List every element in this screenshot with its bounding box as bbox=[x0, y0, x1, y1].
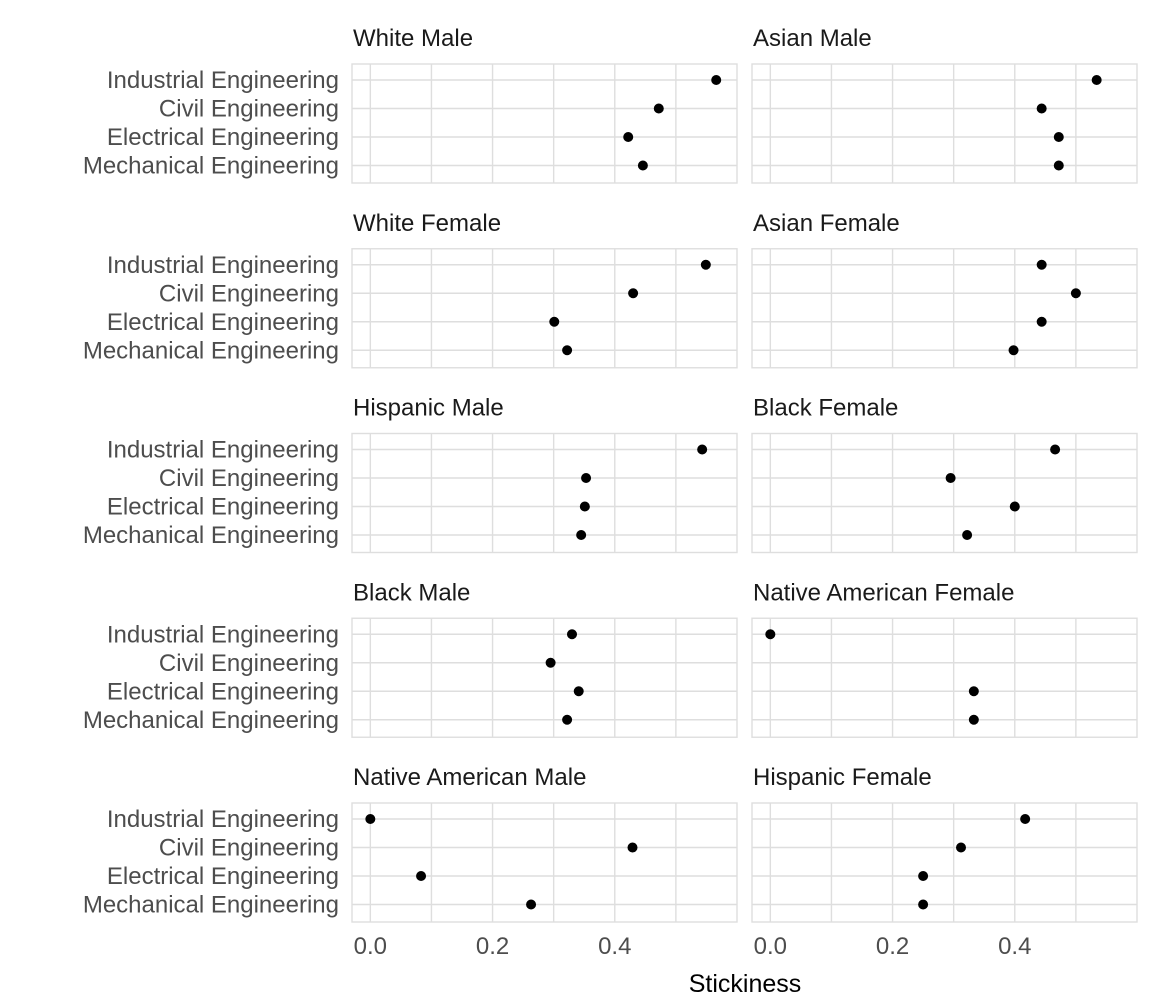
y-tick-label: Mechanical Engineering bbox=[83, 153, 339, 180]
facet-panel: Native American Male Industrial Engineeri… bbox=[83, 764, 738, 960]
y-tick-label: Electrical Engineering bbox=[107, 124, 339, 151]
data-point bbox=[1020, 814, 1031, 824]
facet-title: Native American Female bbox=[753, 579, 1014, 606]
data-point bbox=[627, 842, 638, 853]
x-tick-label: 0.4 bbox=[598, 933, 631, 960]
data-point bbox=[365, 814, 376, 824]
x-axis-title: Stickiness bbox=[689, 970, 802, 998]
data-point bbox=[653, 103, 664, 114]
y-tick-label: Civil Engineering bbox=[159, 650, 339, 677]
data-point bbox=[1008, 345, 1019, 356]
data-point bbox=[765, 629, 776, 640]
panel-border bbox=[351, 617, 738, 738]
y-tick-label: Industrial Engineering bbox=[107, 621, 339, 648]
x-tick-label: 0.2 bbox=[476, 933, 509, 960]
data-point bbox=[526, 899, 537, 910]
data-point bbox=[1050, 444, 1061, 455]
data-point bbox=[968, 714, 979, 725]
panel-border bbox=[751, 248, 1138, 369]
panel-border bbox=[751, 802, 1138, 923]
y-tick-label: Mechanical Engineering bbox=[83, 892, 339, 919]
data-point bbox=[581, 473, 592, 483]
y-tick-label: Industrial Engineering bbox=[107, 67, 339, 94]
data-point bbox=[968, 686, 979, 697]
x-tick-label: 0.4 bbox=[998, 933, 1031, 960]
data-point bbox=[1036, 259, 1047, 270]
y-tick-label: Civil Engineering bbox=[159, 835, 339, 862]
data-point bbox=[962, 530, 973, 540]
facet-title: Black Female bbox=[753, 395, 898, 422]
facet-title: Asian Female bbox=[753, 210, 900, 237]
facet-panel: Native American Female bbox=[751, 579, 1138, 738]
facet-panel: Black Female bbox=[751, 395, 1138, 554]
facet-panel: White Female Industrial EngineeringCivil … bbox=[83, 210, 738, 369]
facet-panel: Asian Male bbox=[751, 25, 1138, 184]
facet-title: White Female bbox=[353, 210, 501, 237]
data-point bbox=[576, 530, 587, 540]
facet-title: Hispanic Male bbox=[353, 395, 504, 422]
y-tick-label: Civil Engineering bbox=[159, 465, 339, 492]
y-tick-label: Electrical Engineering bbox=[107, 863, 339, 890]
data-point bbox=[562, 345, 573, 356]
y-tick-label: Electrical Engineering bbox=[107, 309, 339, 336]
data-point bbox=[700, 259, 711, 270]
data-point bbox=[945, 473, 956, 483]
data-point bbox=[628, 288, 639, 299]
data-point bbox=[918, 871, 929, 881]
data-point bbox=[1036, 316, 1047, 327]
panel-border bbox=[351, 802, 738, 923]
x-tick-label: 0.0 bbox=[354, 933, 387, 960]
data-point bbox=[697, 444, 708, 455]
panel-border bbox=[751, 617, 1138, 738]
data-point bbox=[918, 899, 929, 910]
y-tick-label: Industrial Engineering bbox=[107, 252, 339, 279]
data-point bbox=[637, 160, 648, 171]
data-point bbox=[956, 842, 966, 853]
facet-title: Hispanic Female bbox=[753, 764, 932, 791]
data-point bbox=[545, 657, 556, 668]
data-point bbox=[1053, 132, 1064, 142]
panel-border bbox=[351, 63, 738, 184]
data-point bbox=[562, 714, 573, 725]
y-tick-label: Mechanical Engineering bbox=[83, 522, 339, 549]
data-point bbox=[567, 629, 577, 640]
data-point bbox=[579, 501, 590, 512]
data-point bbox=[623, 132, 634, 142]
data-point bbox=[573, 686, 584, 697]
facet-title: Asian Male bbox=[753, 25, 872, 52]
panel-border bbox=[351, 432, 738, 554]
data-point bbox=[416, 871, 427, 881]
x-tick-label: 0.0 bbox=[754, 933, 787, 960]
facet-title: Black Male bbox=[353, 579, 470, 606]
facet-panel: Hispanic Male Industrial EngineeringCivil… bbox=[83, 395, 738, 554]
y-tick-label: Electrical Engineering bbox=[107, 678, 339, 705]
data-point bbox=[1091, 75, 1102, 85]
data-point bbox=[1009, 501, 1020, 512]
data-point bbox=[1070, 288, 1081, 299]
y-tick-label: Mechanical Engineering bbox=[83, 707, 339, 734]
panel-border bbox=[751, 63, 1138, 184]
facet-title: White Male bbox=[353, 25, 473, 52]
y-tick-label: Civil Engineering bbox=[159, 280, 339, 307]
facet-title: Native American Male bbox=[353, 764, 586, 791]
data-point bbox=[711, 75, 722, 85]
y-tick-label: Industrial Engineering bbox=[107, 806, 339, 833]
panel-border bbox=[751, 432, 1138, 554]
facet-panel: Hispanic Female 0.0 0.2 0.4 bbox=[751, 764, 1138, 960]
y-tick-label: Electrical Engineering bbox=[107, 494, 339, 521]
x-tick-label: 0.2 bbox=[876, 933, 909, 960]
data-point bbox=[549, 316, 560, 327]
panel-border bbox=[351, 248, 738, 369]
y-tick-label: Civil Engineering bbox=[159, 96, 339, 123]
y-tick-label: Industrial Engineering bbox=[107, 437, 339, 464]
facet-panel: Asian Female bbox=[751, 210, 1138, 369]
y-tick-label: Mechanical Engineering bbox=[83, 337, 339, 364]
data-point bbox=[1036, 103, 1047, 114]
data-point bbox=[1053, 160, 1064, 171]
